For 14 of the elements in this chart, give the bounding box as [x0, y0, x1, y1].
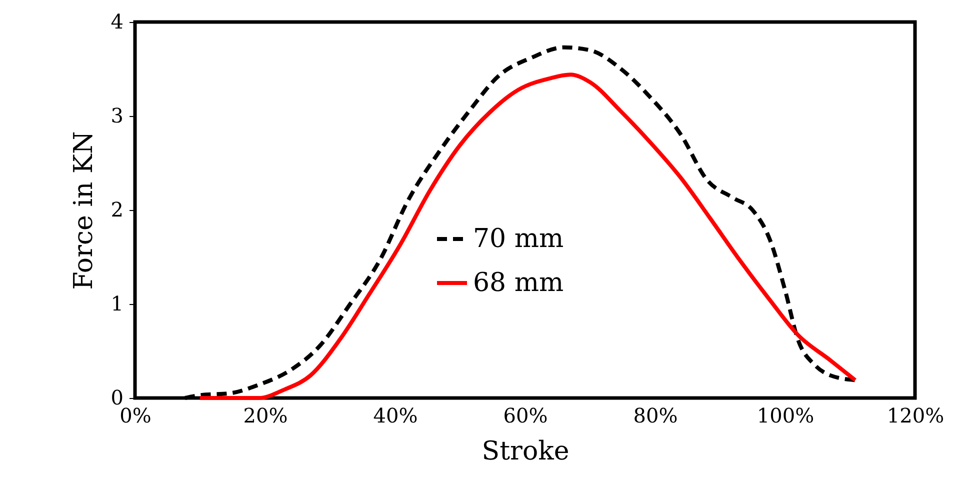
y-tick-label: 4 [110, 10, 124, 34]
x-tick-label: 100% [756, 404, 814, 428]
y-tick-label: 1 [110, 292, 124, 316]
y-tick-label: 2 [110, 198, 124, 222]
x-tick-label: 120% [886, 404, 944, 428]
x-axis-title: Stroke [482, 436, 570, 466]
y-axis-title: Force in KN [68, 131, 99, 290]
x-tick-label: 20% [243, 404, 288, 428]
y-tick-label: 3 [110, 104, 124, 128]
x-tick-label: 40% [373, 404, 418, 428]
x-tick-label: 60% [503, 404, 548, 428]
legend-label: 68 mm [473, 268, 564, 298]
legend-label: 70 mm [473, 224, 564, 254]
x-tick-label: 80% [633, 404, 678, 428]
